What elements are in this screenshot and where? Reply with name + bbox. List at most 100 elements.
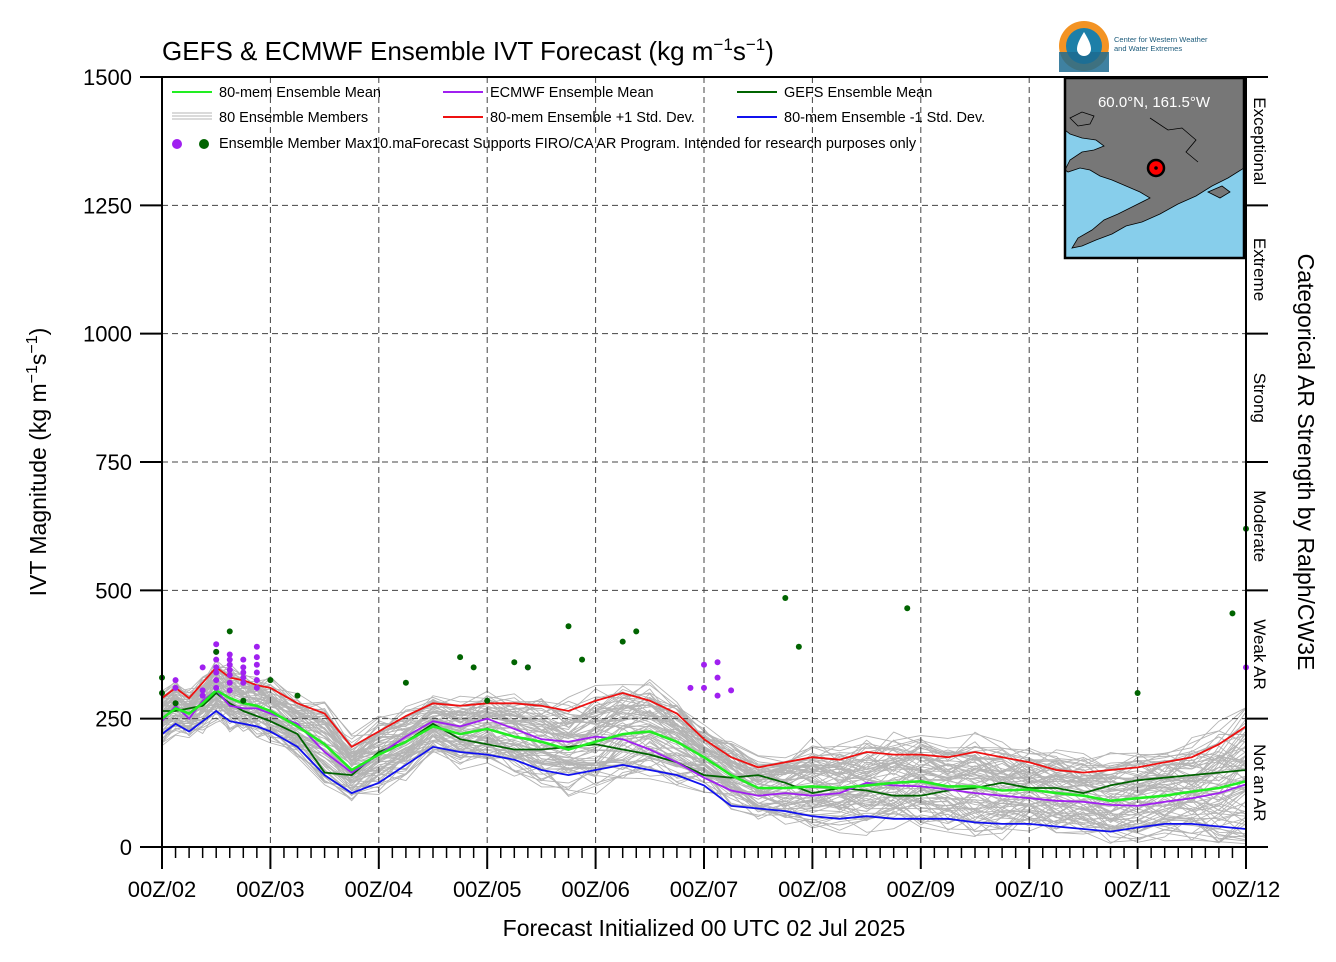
inset-coordinates: 60.0°N, 161.5°W: [1098, 94, 1211, 111]
gefs-max-point: [565, 623, 572, 630]
ecmwf-max-point: [226, 666, 233, 673]
gefs-max-point: [267, 677, 274, 684]
ensemble-member-line: [161, 666, 1247, 767]
ensemble-member-line: [161, 679, 1247, 786]
x-tick-label-10: 00Z/12: [1212, 877, 1281, 902]
gefs-max-point: [795, 643, 802, 650]
gefs-max-point: [294, 692, 301, 699]
ensemble-member-line: [161, 663, 1247, 782]
ecmwf-max-point: [701, 661, 707, 668]
x-tick-label-1: 00Z/03: [236, 877, 305, 902]
logo-drop-icon: [1077, 32, 1091, 56]
ensemble-member-line: [161, 682, 1247, 792]
series-line-plus_sd: [161, 666, 1247, 774]
ecmwf-max-point: [253, 677, 260, 684]
category-label-5: Exceptional: [1250, 97, 1269, 185]
ecmwf-max-point: [226, 656, 233, 663]
legend-dot-ecmwf: [172, 139, 182, 149]
ecmwf-max-point: [714, 674, 721, 681]
ecmwf-max-point: [213, 677, 220, 684]
x-tick-label-5: 00Z/07: [670, 877, 739, 902]
ecmwf-max-point: [213, 656, 220, 663]
x-tick-label-7: 00Z/09: [887, 877, 956, 902]
grid: [162, 77, 1246, 847]
gefs-max-point: [240, 697, 247, 704]
category-label-1: Weak AR: [1250, 619, 1269, 690]
inset-border-line: [1149, 117, 1199, 163]
ecmwf-max-point: [253, 684, 260, 691]
max-points: [159, 525, 1249, 707]
gefs-max-point: [579, 656, 586, 663]
inset-island-2: [1207, 185, 1231, 199]
series-line-ecmwf: [161, 689, 1247, 807]
category-label-4: Extreme: [1250, 238, 1269, 301]
ecmwf-max-point: [213, 664, 220, 671]
gefs-max-point: [172, 700, 179, 707]
ecmwf-max-point: [240, 679, 247, 686]
legend-swatch-members: [172, 112, 212, 120]
x-tick-label-6: 00Z/08: [778, 877, 847, 902]
ecmwf-max-point: [701, 684, 707, 691]
ensemble-member-line: [161, 708, 1247, 843]
series-line-mean: [161, 688, 1247, 803]
gefs-max-point: [1134, 690, 1141, 696]
ecmwf-max-point: [226, 651, 233, 658]
x-tick-label-0: 00Z/02: [128, 877, 197, 902]
inset-island: [1069, 111, 1095, 127]
ensemble-member-line: [161, 673, 1247, 779]
gefs-max-point: [470, 664, 477, 671]
ecmwf-max-point: [253, 654, 260, 661]
ecmwf-max-point: [240, 656, 247, 663]
x-axis-label: Forecast Initialized 00 UTC 02 Jul 2025: [503, 915, 906, 941]
inset-frame: [1063, 76, 1246, 260]
category-label-2: Moderate: [1250, 490, 1269, 562]
ensemble-member-line: [161, 713, 1247, 844]
gefs-max-point: [1229, 610, 1236, 617]
ensemble-member-line: [161, 678, 1247, 805]
inset-location-center: [1154, 166, 1158, 170]
ecmwf-max-point: [199, 687, 206, 694]
ensemble-member-line: [161, 671, 1247, 796]
gefs-max-point: [213, 648, 220, 655]
legend-dot-gefs: [199, 139, 209, 149]
category-label-3: Strong: [1250, 373, 1269, 423]
gefs-max-point: [226, 628, 233, 635]
series: [161, 666, 1247, 833]
ensemble-member-line: [161, 689, 1247, 802]
ecmwf-max-point: [687, 684, 694, 691]
y-tick-label-1250: 1250: [83, 193, 132, 218]
x-tick-label-8: 00Z/10: [995, 877, 1064, 902]
legend-label-members: 80 Ensemble Members: [219, 110, 368, 126]
gefs-max-point: [457, 654, 464, 661]
legend-label-dots: Ensemble Member Max10.maForecast Support…: [219, 136, 917, 152]
ensemble-member-line: [161, 669, 1247, 781]
ecmwf-max-point: [172, 677, 179, 684]
ecmwf-max-point: [213, 684, 220, 691]
inset-map: 60.0°N, 161.5°W: [1063, 76, 1246, 260]
ecmwf-max-point: [226, 672, 233, 679]
x-tick-label-2: 00Z/04: [345, 877, 414, 902]
category-label-0: Not an AR: [1250, 744, 1269, 822]
y-tick-label-0: 0: [120, 835, 132, 860]
y-tick-label-750: 750: [95, 450, 132, 475]
x-tick-label-9: 00Z/11: [1104, 877, 1171, 902]
axes: 0 250 500 750 1000 1250 1500 00Z/02 00Z/03 00Z/04…: [83, 65, 1280, 902]
y-axis-label: IVT Magnitude (kg m−1s−1): [24, 328, 51, 597]
ensemble-member-line: [161, 708, 1247, 830]
legend-label-mean: 80-mem Ensemble Mean: [219, 85, 381, 101]
legend-label-gefs: GEFS Ensemble Mean: [784, 85, 932, 101]
ensemble-member-line: [161, 716, 1247, 843]
ecmwf-max-point: [728, 687, 735, 694]
gefs-max-point: [524, 664, 531, 671]
gefs-max-point: [402, 679, 409, 686]
logo-line1: Center for Western Weather: [1114, 35, 1208, 44]
ecmwf-max-point: [213, 669, 220, 676]
cw3e-logo: Center for Western Weather and Water Ext…: [1059, 21, 1208, 72]
logo-line2: and Water Extremes: [1114, 44, 1182, 53]
y-tick-label-500: 500: [95, 578, 132, 603]
ecmwf-max-point: [226, 687, 233, 694]
chart-title: GEFS & ECMWF Ensemble IVT Forecast (kg m…: [162, 35, 774, 66]
gefs-max-point: [511, 659, 518, 666]
y-tick-label-250: 250: [95, 707, 132, 732]
